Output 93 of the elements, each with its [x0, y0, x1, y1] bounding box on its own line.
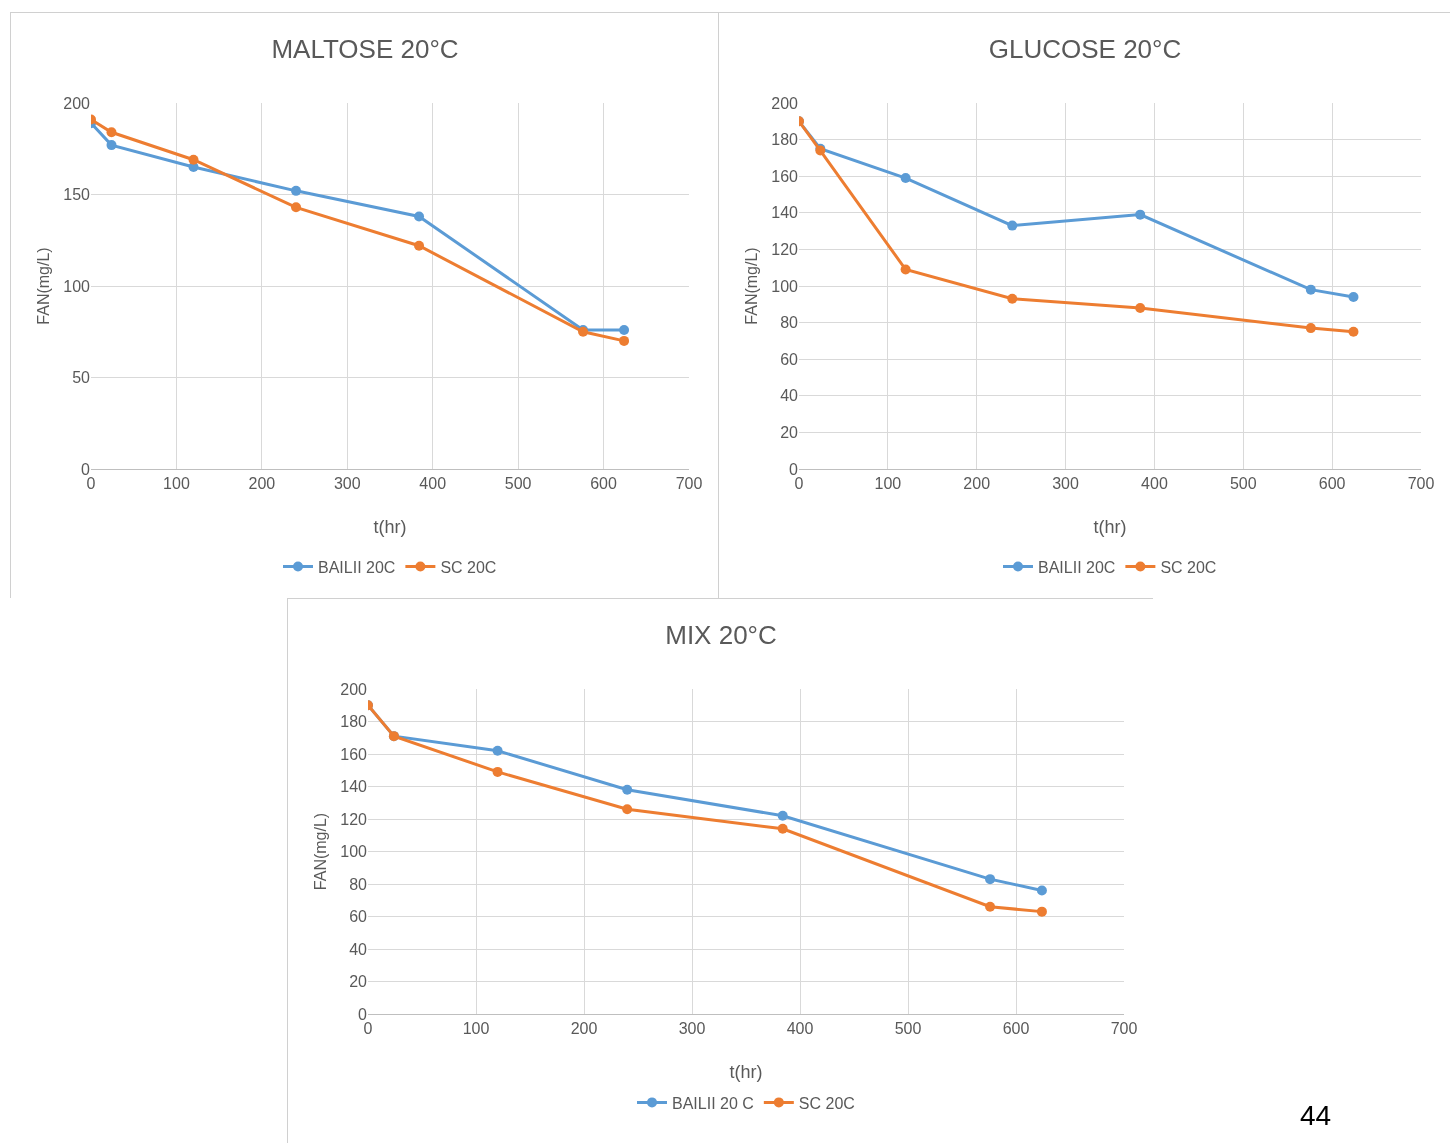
y-tick-label: 200: [340, 680, 368, 698]
x-axis-title: t(hr): [729, 1062, 763, 1082]
point: [985, 901, 996, 912]
x-tick-label: 500: [1229, 475, 1257, 493]
y-tick-label: 140: [340, 778, 368, 796]
chart-title: MIX 20°C: [665, 620, 777, 650]
point: [188, 154, 199, 165]
x-tick-label: 500: [504, 475, 532, 493]
y-tick-label: 60: [780, 350, 799, 368]
point: [619, 335, 630, 346]
y-tick-label: 0: [789, 460, 799, 478]
y-tick-label: 60: [349, 908, 368, 926]
point: [492, 745, 503, 756]
y-tick-label: 100: [771, 277, 799, 295]
y-axis-title: FAN(mg/L): [743, 247, 760, 325]
y-tick-label: 100: [63, 277, 91, 295]
y-tick-label: 80: [349, 875, 368, 893]
legend-label: BAILII 20C: [318, 558, 396, 576]
point: [1305, 323, 1316, 334]
point: [900, 264, 911, 275]
x-axis-title: t(hr): [373, 517, 407, 537]
y-tick-label: 160: [771, 167, 799, 185]
y-axis-title: FAN(mg/L): [312, 812, 329, 891]
point: [106, 127, 117, 138]
y-tick-label: 200: [771, 94, 799, 112]
point: [777, 810, 788, 821]
x-tick-label: 200: [963, 475, 991, 493]
x-tick-label: 200: [570, 1020, 598, 1038]
y-tick-label: 120: [771, 241, 799, 258]
y-tick-label: 140: [771, 204, 799, 222]
point: [900, 173, 911, 184]
point: [291, 202, 302, 213]
legend-label: BAILII 20 C: [672, 1094, 754, 1112]
x-tick-label: 700: [1110, 1020, 1138, 1038]
x-tick-label: 100: [163, 475, 190, 493]
point: [414, 240, 425, 251]
x-tick-label: 100: [462, 1020, 490, 1038]
point: [1036, 906, 1047, 917]
x-tick-label: 500: [894, 1020, 922, 1038]
chart-title: MALTOSE 20°C: [271, 34, 459, 64]
point: [1348, 326, 1359, 337]
text: 44: [1300, 1100, 1332, 1132]
x-tick-label: 600: [1318, 475, 1346, 493]
point: [106, 140, 117, 151]
y-tick-label: 20: [780, 424, 799, 441]
y-tick-label: 0: [358, 1005, 368, 1023]
point: [622, 804, 633, 815]
point: [1305, 284, 1316, 295]
y-tick-label: 40: [780, 387, 799, 405]
y-tick-label: 150: [63, 186, 91, 204]
x-tick-label: 400: [1141, 475, 1168, 493]
point: [622, 784, 633, 795]
y-tick-label: 120: [340, 810, 368, 828]
point: [414, 211, 425, 222]
point: [777, 823, 788, 834]
point: [1135, 209, 1146, 220]
y-tick-label: 0: [81, 460, 91, 478]
x-tick-label: 300: [678, 1020, 706, 1038]
y-tick-label: 180: [340, 713, 368, 731]
y-tick-label: 200: [63, 94, 91, 112]
y-tick-label: 40: [349, 940, 368, 958]
legend-label: SC 20C: [798, 1094, 855, 1112]
y-tick-label: 160: [340, 745, 368, 763]
x-tick-label: 400: [419, 475, 447, 493]
legend-label: SC 20C: [440, 558, 497, 576]
x-tick-label: 300: [333, 475, 361, 493]
x-tick-label: 200: [248, 475, 276, 493]
x-tick-label: 700: [675, 475, 703, 493]
x-tick-label: 400: [786, 1020, 814, 1038]
y-axis-title: FAN(mg/L): [35, 247, 52, 325]
x-axis-title: t(hr): [1093, 517, 1127, 537]
legend-label: BAILII 20C: [1038, 558, 1116, 576]
point: [1007, 220, 1018, 231]
point: [291, 185, 302, 196]
point: [1135, 302, 1146, 313]
point: [1348, 291, 1359, 302]
y-tick-label: 80: [780, 314, 799, 332]
x-tick-label: 700: [1407, 475, 1435, 493]
chart-title: GLUCOSE 20°C: [988, 34, 1182, 64]
point: [1036, 885, 1047, 896]
point: [1007, 293, 1018, 304]
y-tick-label: 50: [72, 369, 91, 387]
x-tick-label: 600: [590, 475, 618, 493]
x-tick-label: 300: [1052, 475, 1080, 493]
point: [985, 874, 996, 885]
y-tick-label: 180: [771, 131, 799, 149]
point: [619, 324, 630, 335]
x-tick-label: 100: [874, 475, 902, 493]
y-tick-label: 100: [340, 843, 368, 861]
legend-label: SC 20C: [1160, 558, 1217, 576]
x-tick-label: 600: [1002, 1020, 1030, 1038]
y-tick-label: 20: [349, 973, 368, 991]
point: [492, 766, 503, 777]
